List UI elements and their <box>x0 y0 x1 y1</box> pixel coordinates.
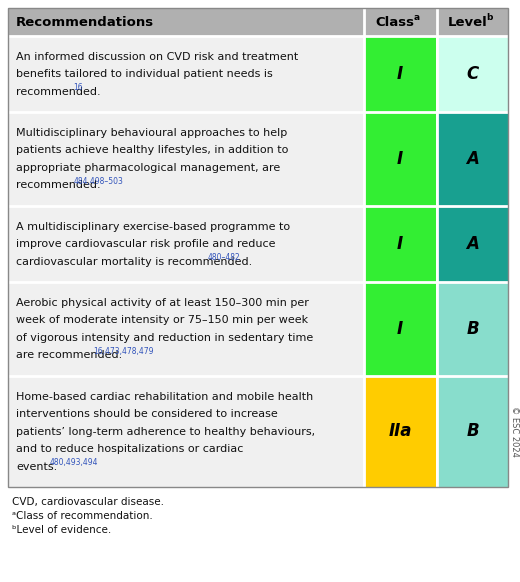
Text: of vigorous intensity and reduction in sedentary time: of vigorous intensity and reduction in s… <box>16 333 313 343</box>
Bar <box>8 376 363 487</box>
Text: patients’ long-term adherence to healthy behaviours,: patients’ long-term adherence to healthy… <box>16 427 315 436</box>
Bar <box>8 206 363 282</box>
Text: I: I <box>397 320 403 338</box>
Text: A: A <box>466 150 479 168</box>
Text: are recommended.: are recommended. <box>16 350 122 360</box>
Text: 16,473,478,479: 16,473,478,479 <box>93 347 153 356</box>
Text: 16: 16 <box>74 83 83 93</box>
Text: 484,498–503: 484,498–503 <box>74 177 123 186</box>
Text: ᵇLevel of evidence.: ᵇLevel of evidence. <box>12 525 111 535</box>
Text: I: I <box>397 235 403 253</box>
Text: Aerobic physical activity of at least 150–300 min per: Aerobic physical activity of at least 15… <box>16 298 309 308</box>
Text: B: B <box>466 320 479 338</box>
Text: C: C <box>466 65 478 83</box>
Text: cardiovascular mortality is recommended.: cardiovascular mortality is recommended. <box>16 257 252 267</box>
Text: CVD, cardiovascular disease.: CVD, cardiovascular disease. <box>12 497 164 507</box>
Bar <box>8 8 508 487</box>
Bar <box>364 36 436 112</box>
Text: A multidisciplinary exercise-based programme to: A multidisciplinary exercise-based progr… <box>16 222 290 232</box>
Text: A: A <box>466 235 479 253</box>
Bar <box>8 112 363 206</box>
Text: © ESC 2024: © ESC 2024 <box>510 406 518 457</box>
Text: 480–482: 480–482 <box>208 253 241 262</box>
Bar <box>437 282 508 376</box>
Text: Class: Class <box>375 16 414 29</box>
Text: events.: events. <box>16 462 57 472</box>
Text: appropriate pharmacological management, are: appropriate pharmacological management, … <box>16 163 280 173</box>
Text: I: I <box>397 150 403 168</box>
Text: benefits tailored to individual patient needs is: benefits tailored to individual patient … <box>16 69 273 79</box>
Bar <box>364 112 436 206</box>
Text: week of moderate intensity or 75–150 min per week: week of moderate intensity or 75–150 min… <box>16 315 308 325</box>
Bar <box>364 376 436 487</box>
Text: Home-based cardiac rehabilitation and mobile health: Home-based cardiac rehabilitation and mo… <box>16 392 313 402</box>
Bar <box>364 206 436 282</box>
Text: recommended.: recommended. <box>16 87 101 97</box>
Text: recommended.: recommended. <box>16 180 101 190</box>
Bar <box>437 376 508 487</box>
Bar <box>8 282 363 376</box>
Text: b: b <box>487 12 493 22</box>
Bar <box>364 282 436 376</box>
Text: interventions should be considered to increase: interventions should be considered to in… <box>16 409 278 419</box>
Text: patients achieve healthy lifestyles, in addition to: patients achieve healthy lifestyles, in … <box>16 146 289 155</box>
Text: a: a <box>414 12 420 22</box>
Text: An informed discussion on CVD risk and treatment: An informed discussion on CVD risk and t… <box>16 52 298 62</box>
Text: 480,493,494: 480,493,494 <box>49 458 98 467</box>
Text: IIa: IIa <box>388 423 412 441</box>
Bar <box>437 36 508 112</box>
Bar <box>8 36 363 112</box>
Text: Level: Level <box>448 16 487 29</box>
Text: and to reduce hospitalizations or cardiac: and to reduce hospitalizations or cardia… <box>16 444 243 454</box>
Text: improve cardiovascular risk profile and reduce: improve cardiovascular risk profile and … <box>16 239 276 249</box>
Text: ᵃClass of recommendation.: ᵃClass of recommendation. <box>12 511 153 521</box>
Text: Multidisciplinary behavioural approaches to help: Multidisciplinary behavioural approaches… <box>16 128 287 138</box>
Bar <box>8 8 508 36</box>
Bar <box>437 112 508 206</box>
Text: I: I <box>397 65 403 83</box>
Text: B: B <box>466 423 479 441</box>
Bar <box>437 206 508 282</box>
Text: Recommendations: Recommendations <box>16 16 154 29</box>
